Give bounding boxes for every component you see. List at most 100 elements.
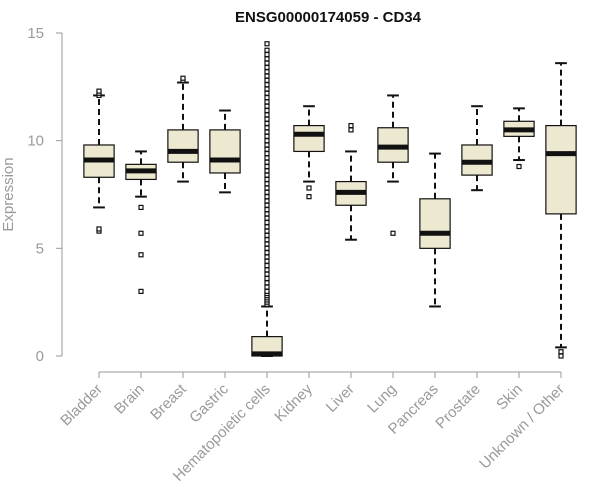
- outlier-point: [264, 288, 270, 294]
- box-brain: [125, 150, 157, 294]
- x-tick-label: Breast: [147, 380, 190, 423]
- outlier-point: [138, 204, 144, 211]
- outlier-point: [264, 232, 270, 239]
- box-iqr: [293, 124, 325, 153]
- outlier-point: [264, 219, 270, 226]
- outlier-point: [264, 241, 270, 247]
- box-iqr: [419, 198, 451, 249]
- outlier-point: [264, 69, 270, 75]
- outlier-point: [264, 150, 270, 157]
- outlier-point: [264, 146, 270, 152]
- outlier-point: [264, 159, 270, 165]
- y-axis-label: Expression: [0, 157, 17, 231]
- outlier-point: [138, 252, 144, 258]
- outlier-point: [264, 267, 270, 273]
- outlier-point: [306, 185, 312, 191]
- outlier-point: [558, 349, 564, 355]
- outlier-point: [264, 133, 270, 139]
- outlier-point: [264, 77, 270, 83]
- outlier-point: [264, 262, 270, 269]
- x-tick-label: Liver: [323, 381, 358, 416]
- outlier-point: [264, 172, 270, 178]
- outlier-point: [264, 258, 270, 264]
- outlier-point: [558, 353, 564, 359]
- outlier-point: [264, 120, 270, 127]
- outlier-point: [180, 75, 186, 81]
- outlier-point: [264, 284, 270, 290]
- outlier-point: [264, 56, 270, 62]
- outlier-point: [138, 288, 144, 294]
- outlier-point: [264, 198, 270, 204]
- x-tick-label: Prostate: [432, 381, 484, 433]
- outlier-point: [264, 280, 270, 286]
- outlier-point: [264, 99, 270, 105]
- outlier-point: [264, 250, 270, 256]
- outlier-point: [264, 64, 270, 71]
- outlier-point: [264, 47, 270, 53]
- y-tick-label: 15: [27, 25, 44, 42]
- outlier-point: [264, 129, 270, 135]
- outlier-point: [264, 107, 270, 114]
- x-tick-label: Bladder: [57, 381, 106, 430]
- outlier-point: [264, 73, 270, 79]
- outlier-point: [264, 181, 270, 187]
- outlier-point: [264, 82, 270, 88]
- chart-title: ENSG00000174059 - CD34: [235, 9, 422, 26]
- y-tick-label: 10: [27, 133, 44, 150]
- outlier-point: [390, 230, 396, 236]
- box-iqr: [167, 129, 199, 163]
- outlier-point: [264, 206, 270, 213]
- outlier-point: [264, 245, 270, 251]
- outlier-point: [264, 237, 270, 243]
- outlier-point: [264, 138, 270, 144]
- y-axis: 0 5 10 15: [27, 25, 63, 365]
- box-series: [83, 41, 577, 359]
- outlier-point: [264, 116, 270, 122]
- box-iqr: [545, 124, 577, 215]
- box-kidney: [293, 105, 325, 200]
- outlier-point: [264, 202, 270, 208]
- x-tick-label: Kidney: [271, 380, 316, 425]
- outlier-point: [138, 230, 144, 236]
- outlier-point: [264, 194, 270, 200]
- outlier-point: [264, 176, 270, 183]
- outlier-point: [264, 215, 270, 221]
- box-prostate: [461, 105, 493, 192]
- outlier-point: [264, 125, 270, 131]
- outlier-point: [264, 228, 270, 234]
- outlier-point: [264, 90, 270, 96]
- x-tick-label: Lung: [364, 381, 400, 417]
- box-skin: [503, 107, 535, 170]
- outlier-point: [264, 211, 270, 217]
- outlier-point: [264, 163, 270, 170]
- box-lung: [377, 94, 409, 236]
- outlier-point: [264, 41, 270, 47]
- outlier-point: [516, 163, 522, 170]
- outlier-point: [306, 194, 312, 200]
- outlier-point: [264, 86, 270, 92]
- box-unknown-other: [545, 62, 577, 359]
- box-liver: [335, 122, 367, 241]
- outlier-point: [264, 142, 270, 148]
- outlier-point: [264, 94, 270, 101]
- outlier-point: [264, 189, 270, 195]
- outlier-point: [264, 112, 270, 118]
- y-tick-label: 0: [36, 348, 44, 365]
- box-bladder: [83, 88, 115, 234]
- outlier-point: [264, 60, 270, 66]
- outlier-point: [264, 224, 270, 230]
- outlier-point: [264, 168, 270, 174]
- outlier-point: [264, 254, 270, 260]
- outlier-point: [348, 122, 354, 129]
- y-tick-label: 5: [36, 240, 44, 257]
- outlier-point: [264, 271, 270, 277]
- outlier-point: [264, 275, 270, 282]
- x-tick-label: Brain: [111, 381, 148, 418]
- box-gastric: [209, 109, 241, 194]
- outlier-point: [264, 155, 270, 161]
- outlier-point: [264, 185, 270, 191]
- box-hematopoietic-cells: [251, 41, 283, 357]
